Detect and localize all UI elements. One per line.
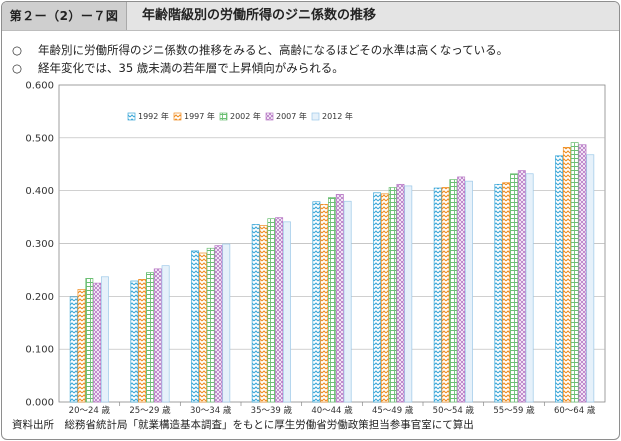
legend-label: 1992 年 xyxy=(138,111,169,121)
y-tick-label: 0.100 xyxy=(25,345,54,356)
bar xyxy=(69,296,78,403)
bar xyxy=(441,187,450,403)
legend-item: 2002 年 xyxy=(219,111,261,121)
note-item: ○ 年齢別に労働所得のジニ係数の推移をみると、高齢になるほどその水準は高くなってい… xyxy=(12,42,508,58)
x-tick-label: 25～29 歳 xyxy=(129,405,171,416)
y-tick-label: 0.000 xyxy=(25,398,54,409)
bar xyxy=(586,154,595,403)
note-text: 経年変化では、35 歳未満の若年層で上昇傾向がみられる。 xyxy=(38,61,344,75)
legend-swatch xyxy=(265,112,274,121)
bar xyxy=(578,144,587,403)
bar xyxy=(525,173,534,403)
note-text: 年齢別に労働所得のジニ係数の推移をみると、高齢になるほどその水準は高くなっている… xyxy=(38,43,509,57)
bar xyxy=(198,252,207,403)
legend-label: 2012 年 xyxy=(322,111,353,121)
bar xyxy=(335,194,344,403)
bar xyxy=(282,221,291,403)
bar xyxy=(494,183,503,403)
x-tick-label: 45～49 歳 xyxy=(372,405,414,416)
y-tick-label: 0.600 xyxy=(25,81,54,92)
bar xyxy=(275,217,284,403)
bar xyxy=(77,289,86,403)
bar xyxy=(502,182,511,403)
bar xyxy=(562,146,571,403)
legend: 1992 年 1997 年 2002 年 2007 年 2012 年 xyxy=(127,111,353,121)
y-tick-label: 0.300 xyxy=(25,239,54,250)
bar xyxy=(449,179,458,403)
legend-item: 1992 年 xyxy=(127,111,169,121)
bar xyxy=(206,247,215,403)
legend-item: 1997 年 xyxy=(173,111,215,121)
bar xyxy=(388,187,397,403)
figure-title: 年齢階級別の労働所得のジニ係数の推移 xyxy=(142,8,377,23)
y-tick-label: 0.200 xyxy=(25,292,54,303)
bar xyxy=(138,279,147,403)
x-tick-label: 40～44 歳 xyxy=(311,405,353,416)
bar xyxy=(328,197,336,403)
bar xyxy=(161,265,170,403)
note-item: ○ 経年変化では、35 歳未満の若年層で上昇傾向がみられる。 xyxy=(12,60,344,76)
source-note: 資料出所 総務省統計局「就業構造基本調査」をもとに厚生労働省労働政策担当参事官室… xyxy=(12,419,474,431)
legend-item: 2012 年 xyxy=(311,111,353,121)
bar xyxy=(380,193,389,403)
bar xyxy=(396,183,405,403)
bar xyxy=(93,282,102,403)
legend-swatch xyxy=(127,112,136,121)
x-tick-label: 60～64 歳 xyxy=(554,405,596,416)
circle-bullet-icon: ○ xyxy=(12,61,23,75)
y-tick-label: 0.400 xyxy=(25,186,54,197)
bar xyxy=(259,225,268,403)
x-tick-label: 35～39 歳 xyxy=(251,405,293,416)
y-tick-label: 0.500 xyxy=(25,133,54,144)
bar xyxy=(267,218,276,403)
x-tick-label: 55～59 歳 xyxy=(493,405,535,416)
bar xyxy=(510,173,518,403)
bar xyxy=(343,200,352,403)
bar xyxy=(251,224,260,403)
legend-label: 2007 年 xyxy=(276,111,307,121)
legend-swatch xyxy=(311,112,320,121)
bar xyxy=(312,201,321,403)
x-tick-label: 20～24 歳 xyxy=(69,405,111,416)
bar xyxy=(191,250,200,403)
bar xyxy=(320,204,329,403)
legend-label: 2002 年 xyxy=(230,111,261,121)
x-tick-label: 30～34 歳 xyxy=(190,405,232,416)
bar xyxy=(130,280,139,403)
bar xyxy=(433,187,442,403)
legend-swatch xyxy=(173,112,182,121)
bar xyxy=(464,180,473,403)
figure-header: 第２ー（2）ー７図 年齢階級別の労働所得のジニ係数の推移 xyxy=(2,2,619,31)
circle-bullet-icon: ○ xyxy=(12,43,23,57)
bar xyxy=(373,192,382,403)
bar xyxy=(517,170,526,403)
bar xyxy=(457,176,466,403)
bar xyxy=(153,268,162,403)
legend-label: 1997 年 xyxy=(184,111,215,121)
bar xyxy=(555,155,564,403)
figure-label: 第２ー（2）ー７図 xyxy=(2,2,127,30)
bar xyxy=(85,278,94,403)
legend-item: 2007 年 xyxy=(265,111,307,121)
bar xyxy=(570,142,579,403)
bar xyxy=(222,243,231,403)
bar xyxy=(100,276,109,403)
x-tick-label: 50～54 歳 xyxy=(433,405,475,416)
legend-swatch xyxy=(219,112,228,121)
bar xyxy=(214,245,223,403)
bar xyxy=(146,272,154,403)
bar xyxy=(404,185,413,403)
